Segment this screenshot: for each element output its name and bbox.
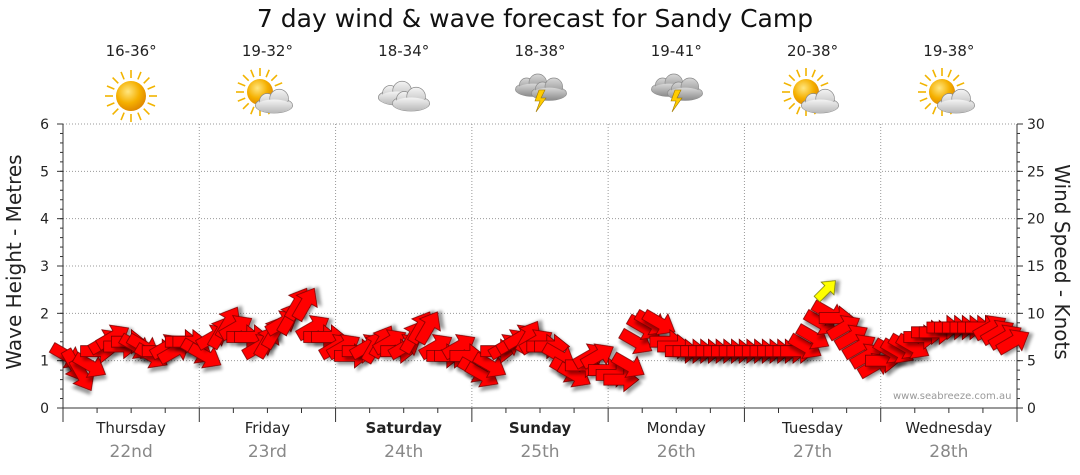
day-name: Wednesday (905, 419, 993, 437)
chart-title: 7 day wind & wave forecast for Sandy Cam… (256, 4, 814, 33)
wind-arrow (995, 329, 1030, 356)
day-date: 27th (793, 442, 833, 462)
day-name: Monday (646, 419, 706, 437)
partly-cloudy-icon (914, 66, 984, 122)
temperature-range: 19-32° (241, 42, 293, 60)
day-date: 24th (384, 442, 424, 462)
day-name: Sunday (508, 419, 572, 437)
wind-arrow (471, 351, 507, 378)
temperature-range: 16-36° (105, 42, 157, 60)
wind-arrow (291, 287, 318, 322)
day-date: 28th (929, 442, 969, 462)
day-name: Friday (244, 419, 291, 437)
wind-arrow (641, 308, 676, 336)
wind-arrows (48, 280, 1030, 393)
day-date: 25th (520, 442, 560, 462)
axes: 0 1 2 3 4 5 6 0 5 10 15 20 25 30 (40, 117, 1045, 422)
right-tick-label: 15 (1027, 259, 1045, 275)
left-tick-label: 4 (40, 212, 49, 228)
day-name: Thursday (96, 419, 167, 437)
day-date: 23rd (247, 442, 287, 462)
left-tick-label: 1 (40, 354, 49, 370)
cloudy-icon (369, 66, 439, 122)
day-date: 26th (656, 442, 696, 462)
temperature-range: 19-41° (650, 42, 702, 60)
sunny-icon (96, 66, 166, 122)
partly-cloudy-icon (232, 66, 302, 122)
temperature-range: 18-38° (514, 42, 566, 60)
storm-icon (505, 66, 575, 122)
day-name: Saturday (365, 419, 442, 437)
left-tick-label: 6 (40, 117, 49, 133)
left-tick-label: 0 (40, 401, 49, 417)
temperature-range: 19-38° (923, 42, 975, 60)
y-axis-label-left: Wave Height - Metres (2, 154, 26, 370)
right-tick-label: 5 (1027, 354, 1036, 370)
right-tick-label: 25 (1027, 164, 1045, 180)
wind-arrow (187, 342, 222, 369)
watermark: www.seabreeze.com.au (893, 391, 1012, 402)
day-date: 22nd (109, 442, 153, 462)
temperature-range: 18-34° (378, 42, 430, 60)
right-tick-label: 0 (1027, 401, 1036, 417)
wind-arrow (71, 351, 107, 378)
swell-arrow (813, 280, 836, 303)
partly-cloudy-icon (778, 66, 848, 122)
right-tick-label: 10 (1027, 306, 1045, 322)
y-axis-label-right: Wind Speed - Knots (1050, 164, 1074, 360)
left-tick-label: 5 (40, 164, 49, 180)
left-tick-label: 2 (40, 306, 49, 322)
storm-icon (641, 66, 711, 122)
left-tick-label: 3 (40, 259, 49, 275)
wind-arrow (610, 351, 645, 378)
wind-arrow (414, 311, 441, 346)
day-name: Tuesday (782, 419, 844, 437)
temperature-range: 20-38° (787, 42, 839, 60)
right-tick-label: 30 (1027, 117, 1045, 133)
right-tick-label: 20 (1027, 212, 1045, 228)
